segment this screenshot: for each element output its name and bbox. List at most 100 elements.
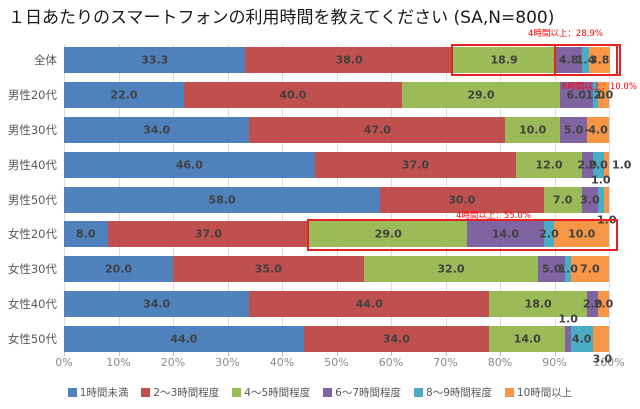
legend-item: 1時間未満: [67, 385, 129, 400]
bar-value-label: 2.0: [588, 158, 608, 172]
bar-segment: 10.0: [554, 221, 609, 248]
bar-segment: 38.0: [245, 47, 453, 73]
bar-segment: 1.0: [591, 173, 611, 213]
bar-segment: 4.0: [570, 326, 593, 353]
bar-value-label: 3.0: [580, 193, 600, 207]
x-axis-label: 30%: [215, 356, 240, 369]
bar-value-label: 3.8: [589, 53, 610, 67]
stacked-bar: 8.0 37.0 29.0 14.0 2.0 10.0: [64, 221, 609, 248]
bar-value-label: 29.0: [467, 88, 495, 102]
bar-value-label: 58.0: [208, 193, 236, 207]
bar-value-label: 1.0: [585, 88, 606, 102]
chart-row: 女性50代 44.0 34.0 14.0 1.0 4.0 3.0: [8, 313, 612, 366]
axis-tick: [336, 352, 338, 356]
bar-value-label: 32.0: [437, 262, 465, 276]
bar-value-label: 34.0: [143, 123, 171, 137]
bar-segment: 14.0: [467, 221, 544, 248]
bar-value-label: 14.0: [513, 332, 541, 346]
x-axis-label: 100%: [593, 356, 625, 369]
bar-value-label: 18.0: [524, 297, 552, 311]
annotation-text: 4時間以上：28.9%: [528, 29, 603, 39]
bar-segment: 8.0: [64, 221, 108, 248]
axis-tick: [500, 352, 501, 356]
annotation-text: 6時間以上：10.0%: [562, 82, 637, 92]
category-label: 全体: [34, 53, 57, 67]
stacked-bar: 33.3 38.0 18.9 4.8 1.4 3.8: [64, 47, 611, 73]
bar-segment: 2.0: [588, 151, 608, 178]
x-axis-label: 50%: [324, 356, 349, 369]
legend-swatch: [504, 388, 514, 397]
bar-value-label: 22.0: [110, 88, 138, 102]
bar-value-label: 2.0: [582, 297, 603, 311]
stacked-bar: 46.0 37.0 12.0 2.0 2.0 1.0: [64, 151, 631, 178]
bar-value-label: 7.0: [580, 262, 600, 276]
bar-segment: 35.0: [173, 256, 364, 283]
bar-segment: 4.8: [555, 47, 582, 73]
bar-value-label: -: [584, 123, 590, 137]
plot-area: 0% 10% 20% 30% 40% 50% 60% 70% 80% 90% 100% 全体 33.3 3…: [8, 44, 631, 369]
bar-rows: 全体 33.3 38.0 18.9 4.8 1.4 3.8 男性20代 22.0 40.0 29.0…: [8, 44, 631, 366]
bar-value-label: 3.0: [592, 352, 613, 366]
bar-segment: 29.0: [401, 81, 560, 108]
x-axis-label: 10%: [106, 356, 131, 369]
bar-segment: 18.9: [452, 47, 556, 73]
legend-swatch: [67, 388, 77, 397]
stacked-bar: 44.0 34.0 14.0 1.0 4.0 3.0: [64, 313, 612, 366]
bar-value-label: 18.9: [490, 53, 518, 67]
legend-label: 10時間以上: [516, 387, 573, 399]
bar-value-label: 1.0: [591, 173, 611, 187]
bar-segment: 3.0: [580, 186, 600, 213]
bar-value-label: 4.8: [558, 53, 579, 67]
bar-segment: 3.0: [592, 326, 612, 366]
x-axis-label: 40%: [269, 356, 295, 369]
bar-segment: 34.0: [64, 291, 250, 318]
x-axis-label: 0%: [55, 356, 73, 369]
x-axis-label: 20%: [160, 356, 186, 369]
highlight-box: [307, 218, 618, 251]
bar-segment: 32.0: [363, 256, 539, 283]
stacked-bar: 58.0 30.0 7.0 3.0 1.0 1.0: [64, 173, 617, 226]
bar-segment: 12.0: [516, 151, 582, 178]
axis-tick: [118, 352, 120, 356]
bar-value-label: 5.0: [563, 123, 584, 137]
bar-value-label: 7.0: [552, 193, 573, 207]
bar-value-label: 29.0: [374, 227, 402, 241]
bar-value-label: 4.0: [588, 123, 608, 137]
chart-title: １日あたりのスマートフォンの利用時間を教えてください (SA,N=800): [8, 8, 555, 28]
legend: 1時間未満 2～3時間程度 4～5時間程度 6～7時間程度 8～9時間程度 10時間以上: [0, 385, 640, 400]
legend-label: 1時間未満: [79, 387, 129, 399]
bar-segment: 1.0: [597, 186, 617, 226]
bar-value-label: 2.0: [593, 297, 614, 311]
bar-value-label: 14.0: [491, 227, 519, 241]
bar-segment: 1.0: [603, 151, 631, 178]
chart-row: 男性40代 46.0 37.0 12.0 2.0 2.0 1.0: [8, 149, 631, 184]
chart-row: 男性50代 58.0 30.0 7.0 3.0 1.0 1.0: [8, 173, 617, 226]
bar-value-label: 8.0: [76, 227, 96, 241]
chart-row: 全体 33.3 38.0 18.9 4.8 1.4 3.8: [34, 44, 611, 79]
bar-value-label: 1.0: [558, 312, 578, 326]
bar-value-label: 1.0: [611, 158, 632, 172]
chart-row: 女性20代 8.0 37.0 29.0 14.0 2.0 10.0: [8, 218, 609, 253]
bar-segment: 1.0: [586, 81, 605, 108]
bar-value-label: 1.0: [558, 262, 578, 276]
bar-segment: 3.8: [589, 47, 611, 73]
bar-value-label: 34.0: [143, 297, 171, 311]
bar-value-label: 4.0: [571, 332, 592, 346]
category-label: 男性50代: [7, 192, 57, 207]
bar-segment: 44.0: [249, 291, 490, 318]
axis-tick: [64, 352, 65, 356]
bar-segment: 6.0: [559, 81, 593, 108]
bar-value-label: 34.0: [382, 332, 411, 346]
axis-tick: [609, 352, 610, 356]
bar-segment: 2.0: [539, 221, 559, 248]
legend-item: 4～5時間程度: [232, 385, 310, 400]
bar-segment: 1.0: [558, 256, 578, 283]
legend-item: 6～7時間程度: [323, 385, 401, 400]
bar-segment: 29.0: [309, 221, 468, 248]
bar-segment: 5.0: [538, 256, 566, 283]
x-axis-label: 70%: [433, 356, 458, 369]
bar-value-label: 6.0: [566, 88, 587, 102]
bar-value-label: 46.0: [175, 158, 203, 172]
chart-row: 男性30代 34.0 47.0 10.0 5.0-4.0: [8, 114, 609, 149]
